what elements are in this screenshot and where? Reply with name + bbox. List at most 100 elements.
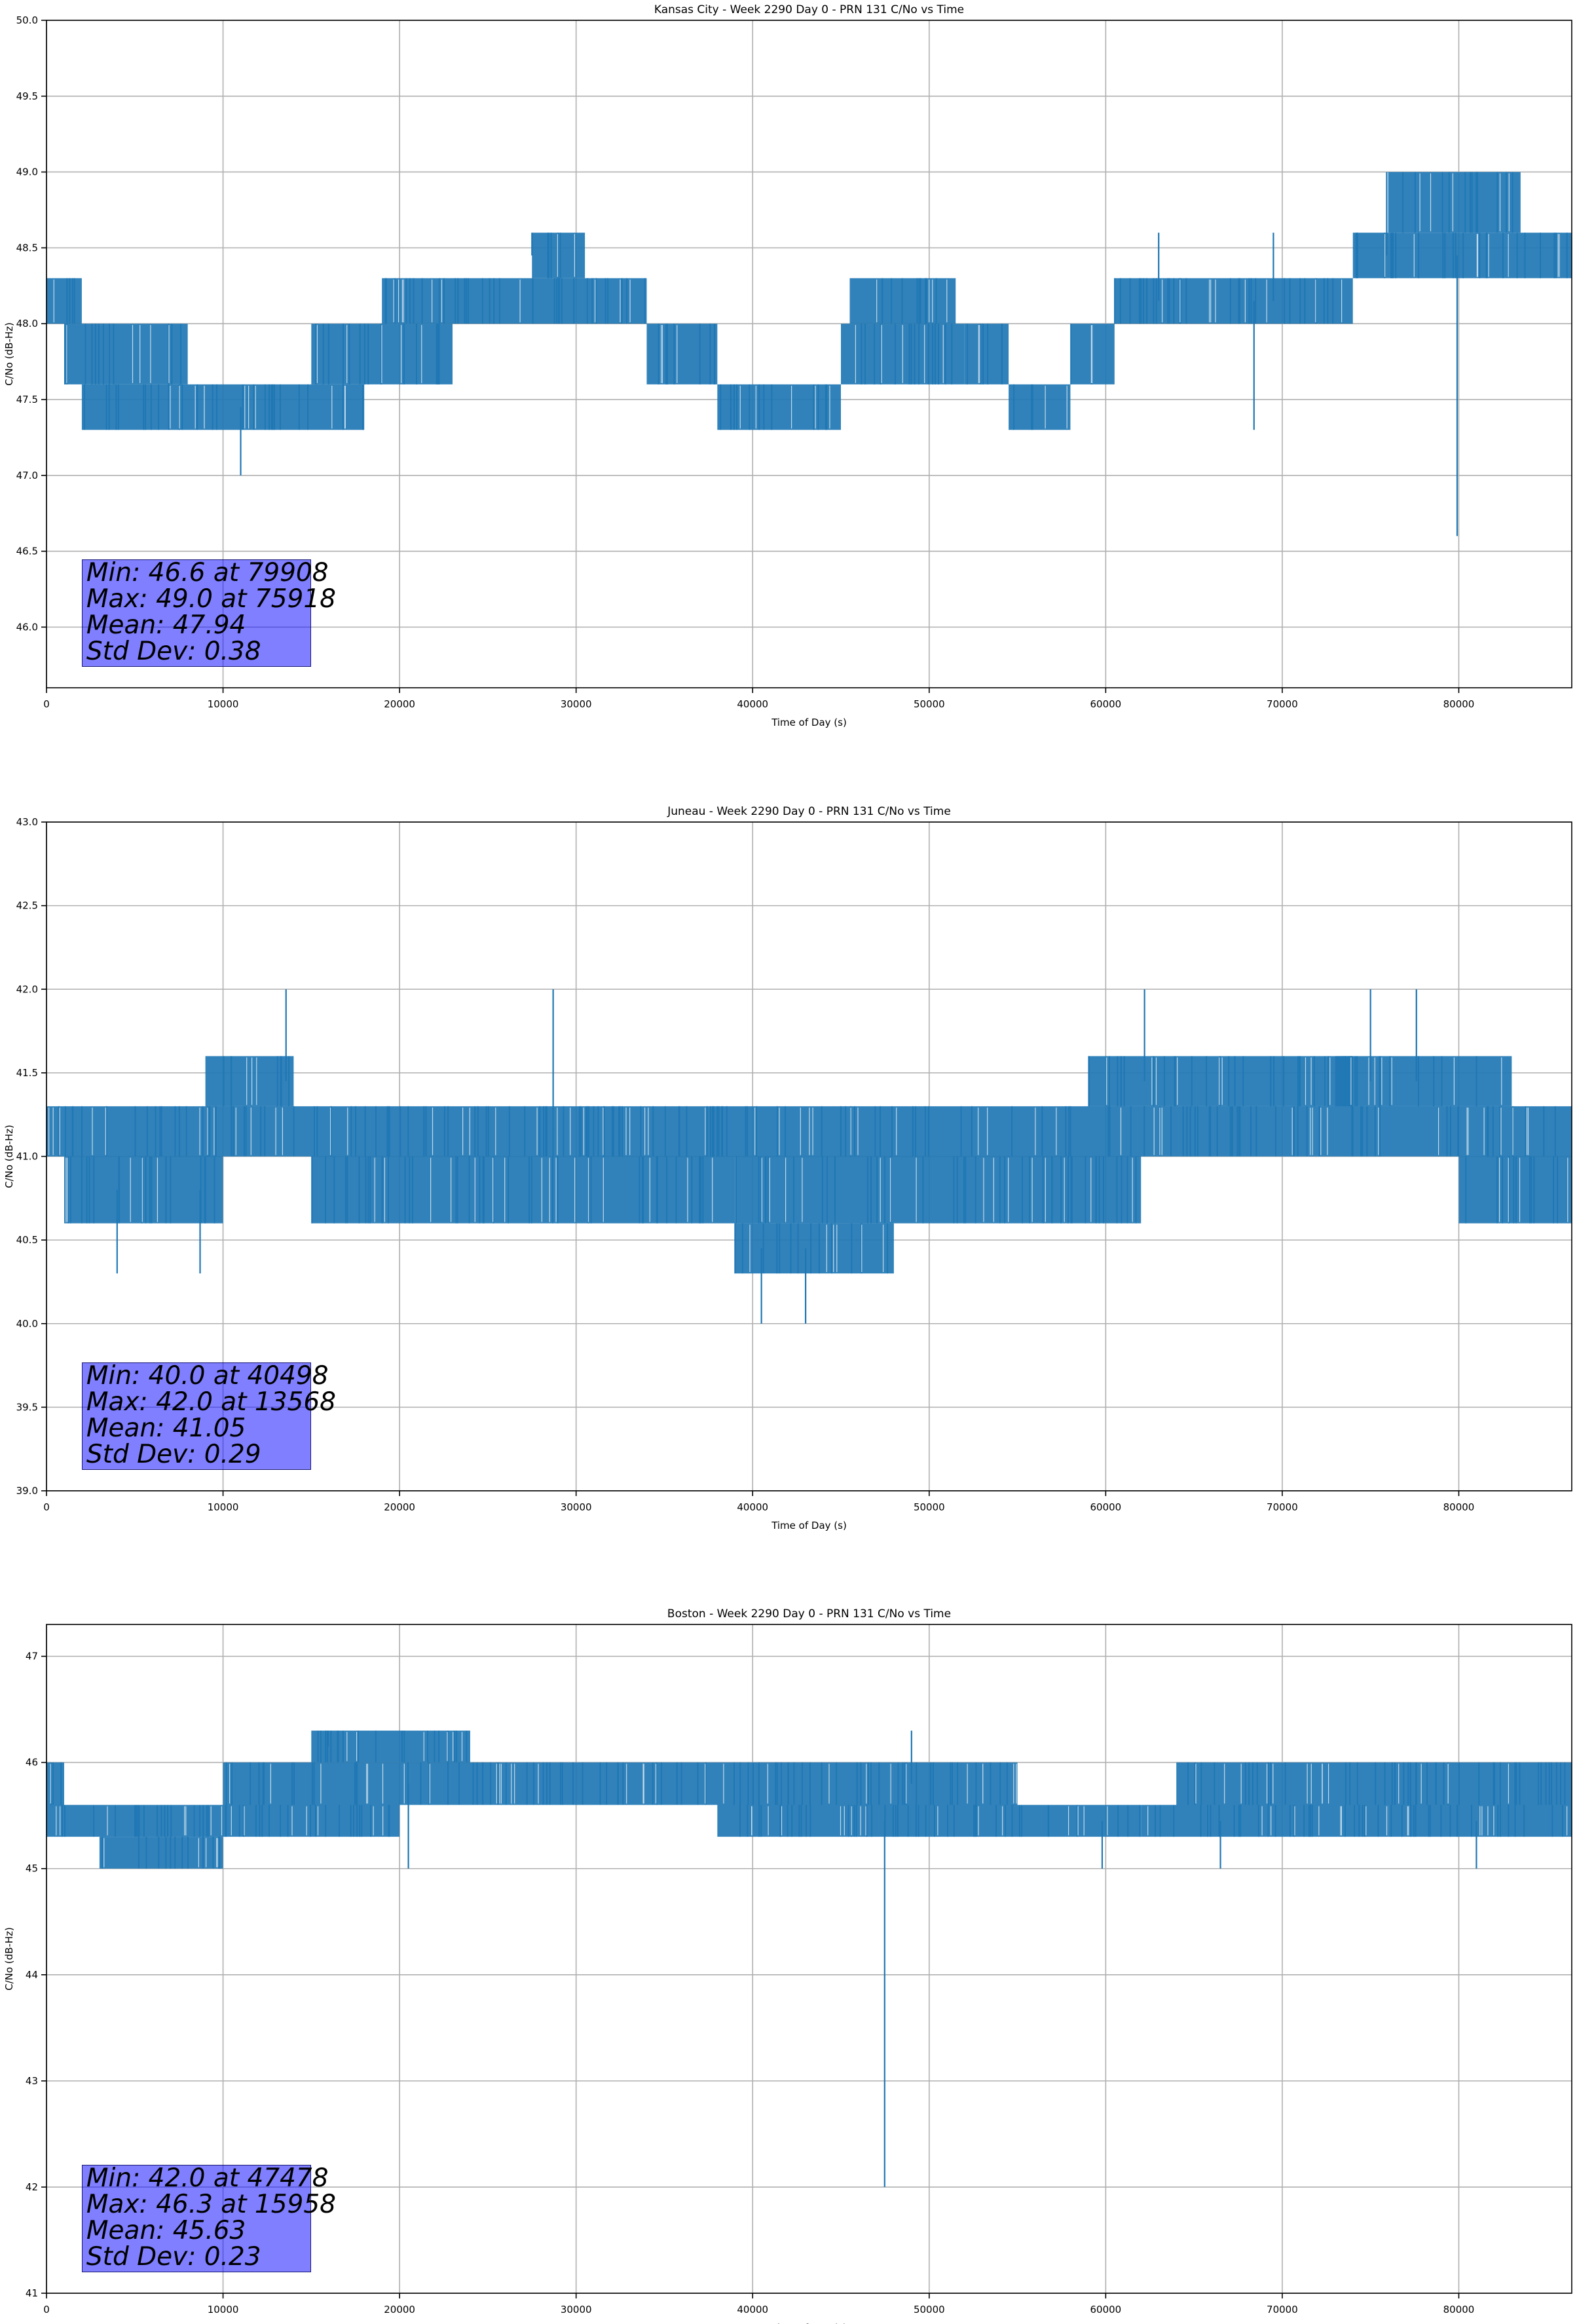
y-tick-label: 50.0 [16, 14, 38, 26]
plot-frame [46, 20, 1572, 688]
y-tick-label: 42.0 [16, 983, 38, 995]
data-band [46, 278, 82, 324]
plot-frame [46, 1624, 1572, 2294]
data-trace [1402, 172, 1513, 233]
data-band [1335, 1056, 1512, 1106]
y-tick-label: 44 [26, 1969, 38, 1981]
data-band [311, 1731, 470, 1763]
data-band [223, 1762, 753, 1805]
x-tick-label: 70000 [1267, 1501, 1298, 1513]
x-tick-label: 80000 [1443, 698, 1475, 710]
stats-max: Max: 42.0 at 13568 [86, 1387, 336, 1417]
data-trace [315, 324, 440, 384]
chart-panel: 0 10000 20000 30000 40000 50000 60000 70000 8000… [3, 1607, 1572, 2324]
data-gap [1407, 1806, 1568, 1836]
stats-max: Max: 46.3 at 15958 [86, 2190, 336, 2219]
data-trace [62, 1805, 210, 1837]
data-band [81, 384, 365, 430]
y-tick-label: 48.0 [16, 318, 38, 329]
y-tick-label: 41 [26, 2287, 38, 2299]
x-tick-label: 80000 [1443, 2304, 1475, 2315]
data-gap [739, 385, 830, 429]
data-band [735, 1156, 1141, 1224]
data-gap [1147, 1806, 1388, 1836]
y-tick-label: 39.0 [16, 1485, 38, 1497]
x-tick-label: 10000 [208, 1501, 239, 1513]
x-tick-label: 80000 [1443, 1501, 1475, 1513]
data-gap [1162, 279, 1343, 323]
data-gap [56, 1806, 223, 1836]
y-tick-label: 41.0 [16, 1151, 38, 1163]
data-trace [1114, 278, 1334, 324]
chart-title: Boston - Week 2290 Day 0 - PRN 131 C/No … [667, 1607, 951, 1621]
data-trace [1390, 1805, 1563, 1837]
data-trace [225, 1805, 390, 1837]
y-tick-label: 46.5 [16, 546, 38, 557]
data-trace [967, 324, 1003, 384]
y-tick-label: 49.0 [16, 166, 38, 178]
x-tick-label: 60000 [1090, 2304, 1122, 2315]
y-tick-label: 40.5 [16, 1234, 38, 1246]
y-axis-label: C/No (dB-Hz) [3, 1927, 15, 1991]
data-gap [978, 325, 980, 383]
data-gap [103, 1838, 218, 1867]
stats-box: Min: 40.0 at 40498 Max: 42.0 at 13568 Mean… [81, 1361, 336, 1470]
data-band [99, 1837, 223, 1869]
x-tick-label: 60000 [1090, 1501, 1122, 1513]
stats-min: Min: 40.0 at 40498 [86, 1361, 329, 1391]
y-tick-label: 42.5 [16, 900, 38, 912]
chart-title: Kansas City - Week 2290 Day 0 - PRN 131 … [654, 3, 964, 16]
y-tick-label: 45 [26, 1863, 38, 1875]
y-tick-label: 47 [26, 1651, 38, 1662]
data-band [1352, 233, 1572, 278]
data-band [752, 1762, 1018, 1805]
data-gap [749, 1224, 884, 1273]
data-trace [102, 1837, 221, 1869]
y-tick-label: 47.5 [16, 394, 38, 405]
x-tick-label: 20000 [384, 1501, 415, 1513]
x-tick-label: 30000 [561, 2304, 592, 2315]
x-tick-label: 70000 [1267, 698, 1298, 710]
data-gap [246, 1057, 257, 1105]
data-gap [557, 234, 575, 277]
data-trace [739, 1805, 1141, 1837]
chart-panel: 0 10000 20000 30000 40000 50000 60000 70000 8000… [3, 3, 1572, 728]
data-band [717, 384, 842, 430]
data-band [646, 1156, 735, 1224]
data-trace [720, 384, 828, 430]
data-trace [384, 278, 646, 324]
data-trace [656, 1156, 704, 1224]
y-axis-label: C/No (dB-Hz) [3, 322, 15, 386]
data-trace [1345, 1056, 1477, 1106]
data-band [1141, 1805, 1388, 1837]
data-gap [1499, 1157, 1568, 1222]
x-axis-label: Time of Day (s) [771, 2322, 847, 2324]
stats-max: Max: 49.0 at 75918 [86, 584, 336, 614]
data-gap [761, 1157, 1133, 1222]
data-band [64, 324, 188, 384]
data-band [64, 1156, 223, 1224]
x-tick-label: 0 [43, 2304, 50, 2315]
data-trace [66, 278, 75, 324]
x-tick-label: 50000 [914, 698, 945, 710]
y-tick-label: 43 [26, 2075, 38, 2087]
data-band [382, 278, 647, 324]
y-tick-label: 41.5 [16, 1067, 38, 1079]
stats-box: Min: 42.0 at 47478 Max: 46.3 at 15958 Mean… [81, 2165, 336, 2272]
x-tick-label: 50000 [914, 1501, 945, 1513]
x-tick-label: 40000 [737, 2304, 768, 2315]
data-series [46, 989, 1572, 1324]
data-gap [1045, 385, 1067, 429]
data-gap [1419, 173, 1510, 232]
x-tick-label: 50000 [914, 2304, 945, 2315]
data-gap [767, 1763, 1017, 1804]
y-tick-label: 49.5 [16, 90, 38, 102]
data-gap [48, 1107, 1529, 1155]
stats-std: Std Dev: 0.23 [86, 2242, 261, 2272]
x-tick-label: 0 [43, 1501, 50, 1513]
data-band [1176, 1762, 1572, 1805]
stats-mean: Mean: 47.94 [86, 610, 246, 640]
y-tick-label: 43.0 [16, 816, 38, 828]
data-band [1388, 172, 1521, 233]
